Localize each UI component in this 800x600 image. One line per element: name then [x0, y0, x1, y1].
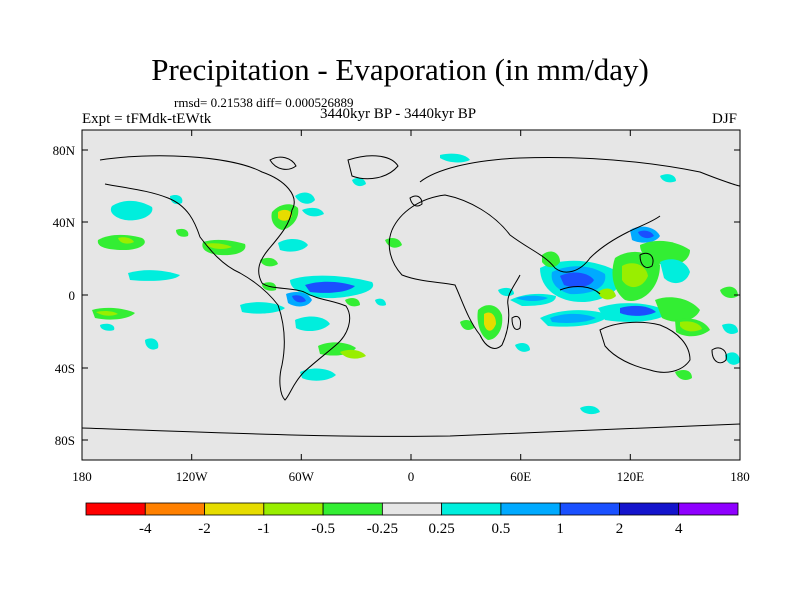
lat-label-40s: 40S	[55, 361, 75, 376]
colorbar-swatch	[263, 502, 324, 516]
lat-ticks	[82, 149, 740, 441]
lon-label-60e: 60E	[510, 469, 531, 484]
colorbar-label: 4	[675, 521, 683, 537]
anomaly-field	[92, 153, 740, 415]
period-label: 3440kyr BP - 3440kyr BP	[320, 106, 477, 122]
colorbar	[85, 502, 739, 516]
lon-ticks	[81, 130, 741, 460]
colorbar-label: 1	[556, 521, 564, 537]
lon-label-180e: 180	[730, 469, 750, 484]
colorbar-label: -0.5	[311, 521, 335, 537]
colorbar-label: 0.25	[429, 521, 455, 537]
lon-label-180w: 180	[72, 469, 92, 484]
colorbar-swatch	[204, 502, 265, 516]
lon-label-120e: 120E	[617, 469, 645, 484]
colorbar-label: -4	[139, 521, 152, 537]
colorbar-label: 0.5	[492, 521, 511, 537]
colorbar-swatch	[559, 502, 620, 516]
colorbar-swatch	[381, 502, 443, 516]
lat-label-40n: 40N	[53, 215, 76, 230]
colorbar-swatch	[500, 502, 561, 516]
stats-text: rmsd= 0.21538 diff= 0.000526889	[174, 95, 354, 110]
colorbar-label: -1	[258, 521, 271, 537]
colorbar-swatch	[678, 502, 739, 516]
colorbar-swatch	[441, 502, 502, 516]
lat-label-80s: 80S	[55, 433, 75, 448]
colorbar-label: -0.25	[367, 521, 398, 537]
season-label: DJF	[712, 111, 738, 127]
lon-label-0: 0	[408, 469, 415, 484]
colorbar-swatch	[619, 502, 680, 516]
colorbar-swatch	[322, 502, 383, 516]
colorbar-label: 2	[616, 521, 624, 537]
experiment-label: Expt = tFMdk-tEWtk	[82, 111, 212, 127]
colorbar-swatch	[85, 502, 146, 516]
lat-label-0: 0	[69, 288, 76, 303]
colorbar-labels: -4 -2 -1 -0.5 -0.25 0.25 0.5 1 2 4	[139, 521, 683, 537]
lon-label-60w: 60W	[289, 469, 315, 484]
lon-label-120w: 120W	[176, 469, 209, 484]
colorbar-swatch	[144, 502, 205, 516]
coastlines	[81, 155, 741, 437]
plot-title: Precipitation - Evaporation (in mm/day)	[151, 52, 649, 87]
lat-label-80n: 80N	[53, 143, 76, 158]
colorbar-label: -2	[198, 521, 211, 537]
